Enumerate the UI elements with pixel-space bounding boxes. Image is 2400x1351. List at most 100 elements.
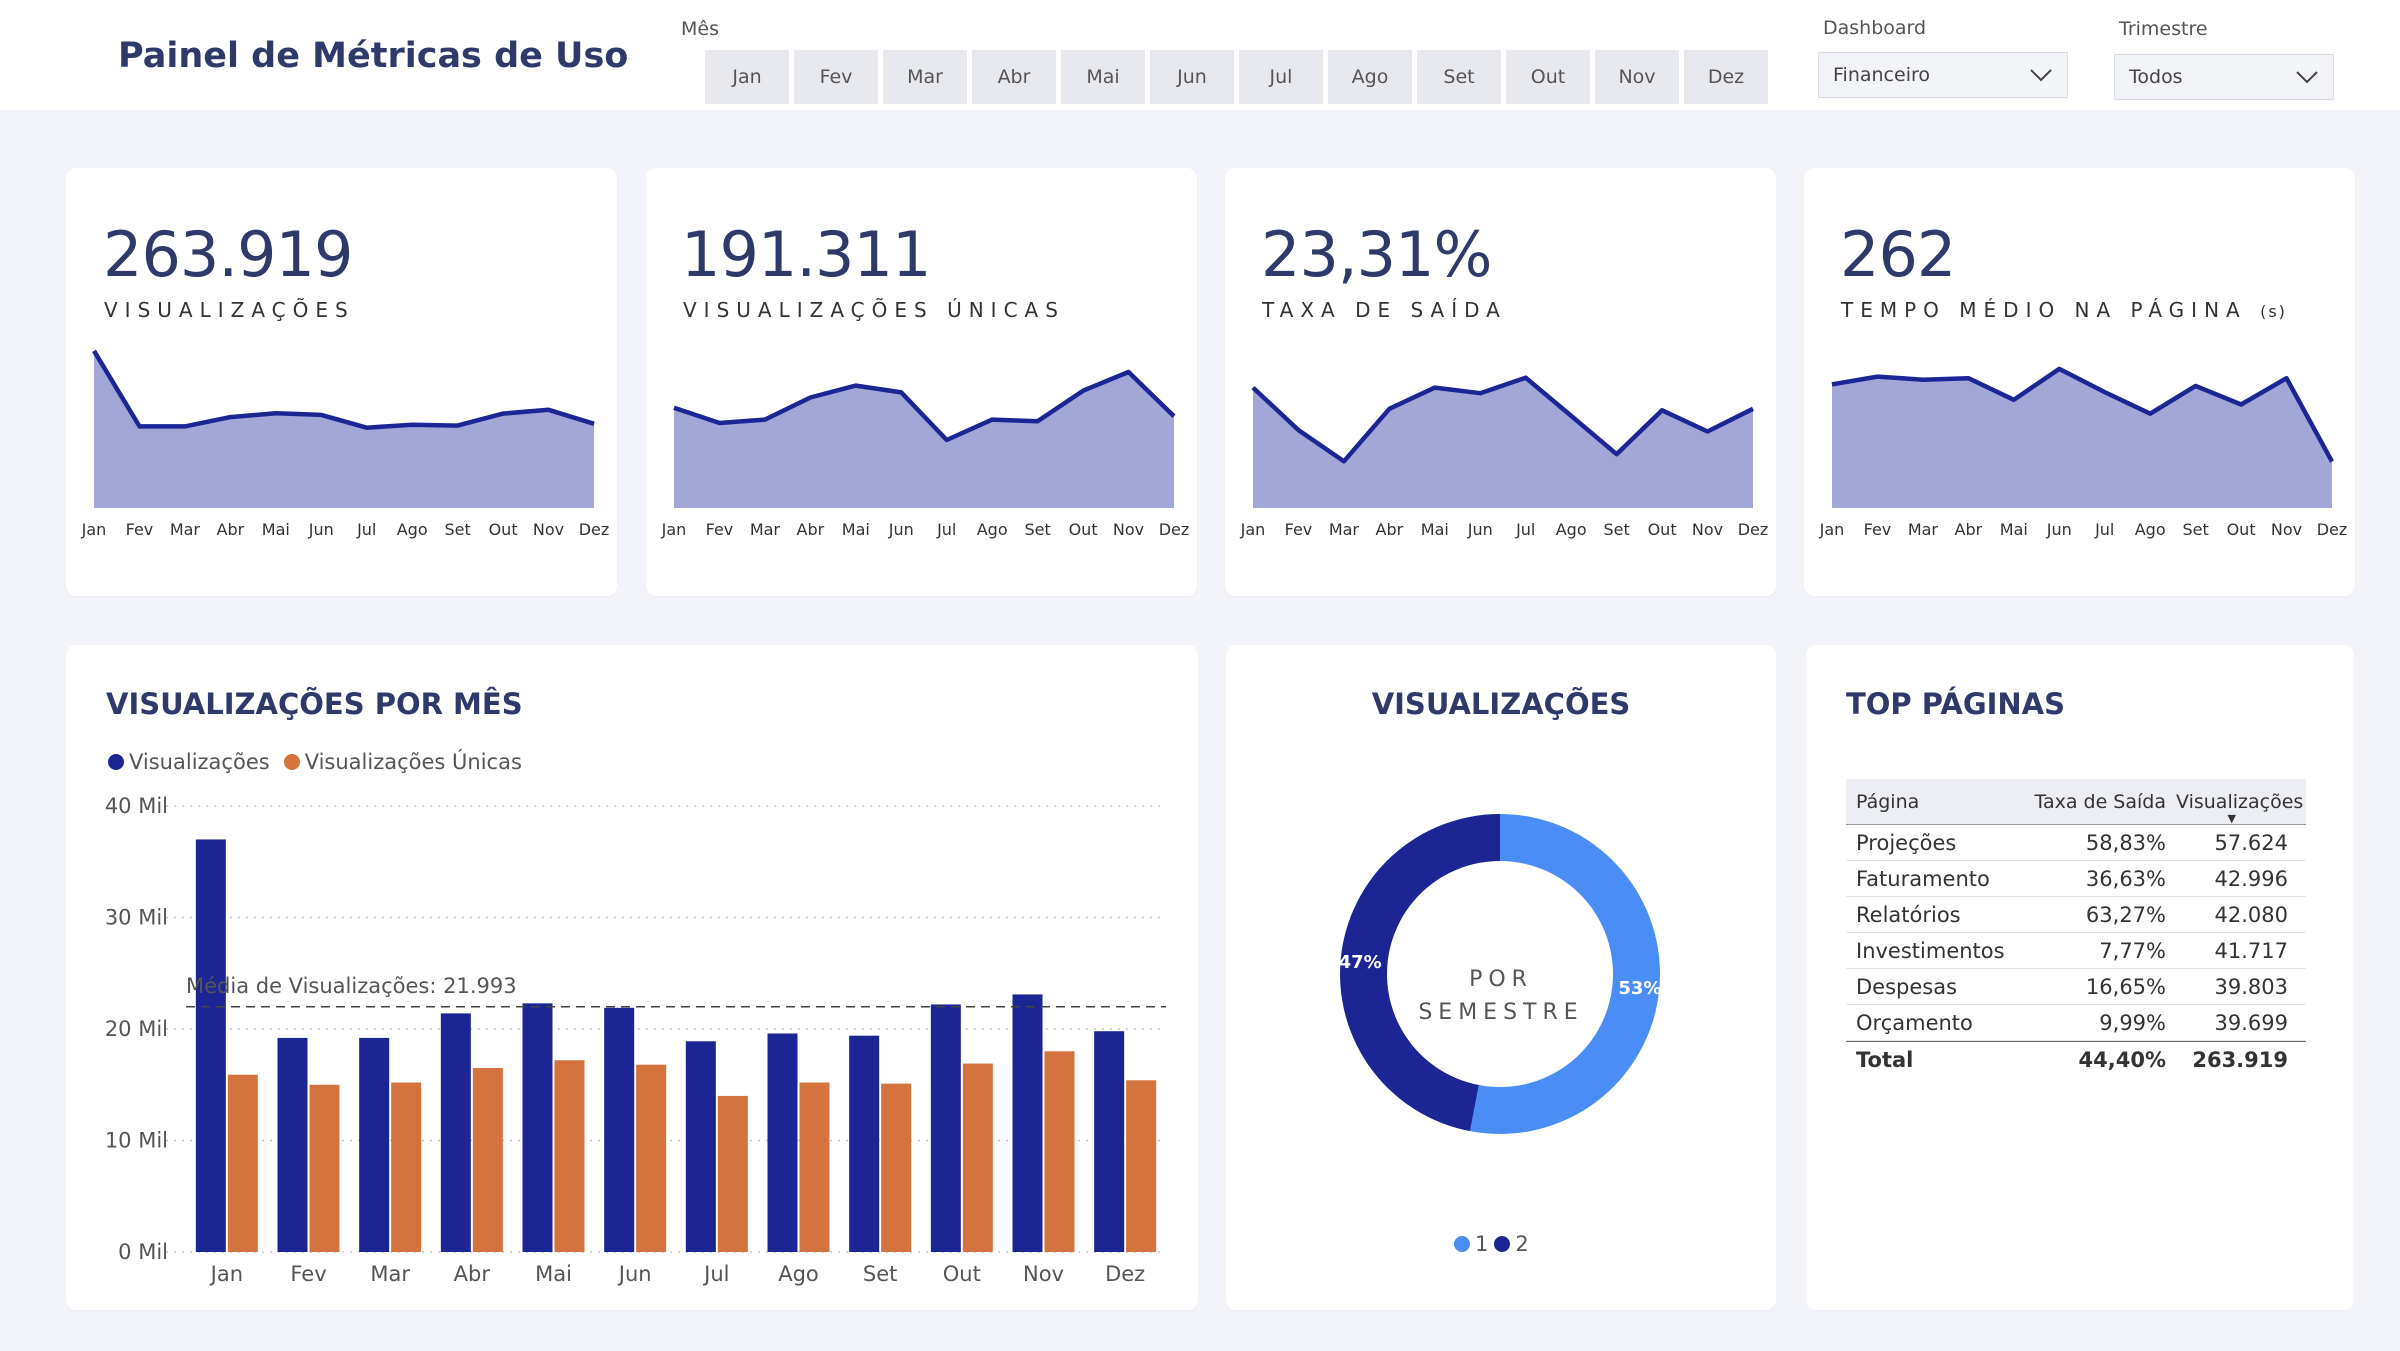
sparkline-tick-label: Set (1603, 520, 1629, 539)
legend-item-semester-1[interactable]: 1 (1454, 1232, 1488, 1256)
month-button-set[interactable]: Set (1417, 50, 1501, 104)
top-pages-card[interactable]: TOP PÁGINAS Página Taxa de Saída Visuali… (1806, 645, 2354, 1310)
sparkline-tick-label: Out (1069, 520, 1098, 539)
x-tick-label: Nov (1023, 1262, 1064, 1286)
month-button-jun[interactable]: Jun (1150, 50, 1234, 104)
month-button-fev[interactable]: Fev (794, 50, 878, 104)
column-header-exit-rate[interactable]: Taxa de Saída (2034, 790, 2166, 813)
page-title: Painel de Métricas de Uso (118, 36, 629, 76)
table-cell: Relatórios (1856, 902, 1961, 927)
kpi-label: VISUALIZAÇÕES (104, 298, 355, 322)
x-tick-label: Out (943, 1262, 981, 1286)
legend-item-views[interactable]: Visualizações (108, 750, 270, 774)
month-button-dez[interactable]: Dez (1684, 50, 1768, 104)
bar (849, 1035, 880, 1252)
bar-chart-legend: Visualizações Visualizações Únicas (108, 750, 536, 774)
sparkline-tick-label: Fev (1864, 520, 1892, 539)
table-cell: Orçamento (1856, 1010, 1973, 1035)
bar (472, 1068, 503, 1252)
kpi-card-exit-rate[interactable]: 23,31% TAXA DE SAÍDA Jan Fev Mar Abr Mai Jun J… (1225, 168, 1776, 596)
sparkline-tick-label: Nov (1113, 520, 1144, 539)
kpi-label: VISUALIZAÇÕES ÚNICAS (683, 298, 1065, 322)
kpi-card-time-on-page[interactable]: 262 TEMPO MÉDIO NA PÁGINA (s) Jan Fev Mar A… (1804, 168, 2355, 596)
table-row[interactable]: Despesas 16,65% 39.803 (1846, 969, 2306, 1005)
bar (962, 1063, 993, 1252)
sparkline-tick-label: Ago (2135, 520, 2166, 539)
sparkline-tick-label: Dez (1159, 520, 1190, 539)
table-cell: 57.624 (2214, 830, 2288, 855)
dashboard-slicer-label: Dashboard (1823, 17, 1927, 39)
sparkline-tick-label: Fev (706, 520, 734, 539)
bar (930, 1004, 961, 1252)
sparkline-tick-label: Ago (397, 520, 428, 539)
donut-slice-label: 47% (1339, 952, 1382, 973)
bar (1012, 994, 1043, 1252)
table-row[interactable]: Relatórios 63,27% 42.080 (1846, 897, 2306, 933)
donut-chart-card[interactable]: VISUALIZAÇÕES 53% 47% POR SEMESTRE 1 2 (1226, 645, 1776, 1310)
chevron-down-icon (2296, 71, 2318, 84)
sparkline-tick-label: Ago (1556, 520, 1587, 539)
sparkline-tick-label: Nov (2271, 520, 2302, 539)
sparkline-area (94, 350, 594, 508)
total-views: 263.919 (2192, 1047, 2288, 1072)
top-bar: Painel de Métricas de Uso Mês Jan Fev Mar A… (0, 0, 2400, 110)
bar (277, 1037, 308, 1252)
bar-chart-card[interactable]: VISUALIZAÇÕES POR MÊS Visualizações Visu… (66, 645, 1198, 1310)
donut-chart: 53% 47% (1339, 814, 1661, 1134)
month-slicer-label: Mês (681, 18, 719, 40)
table-row[interactable]: Faturamento 36,63% 42.996 (1846, 861, 2306, 897)
month-button-mai[interactable]: Mai (1061, 50, 1145, 104)
kpi-card-unique-views[interactable]: 191.311 VISUALIZAÇÕES ÚNICAS Jan Fev Mar Ab… (646, 168, 1197, 596)
y-tick-label: 40 Mil (105, 794, 168, 818)
sparkline-tick-label: Jul (1515, 520, 1535, 539)
x-tick-label: Mai (535, 1262, 572, 1286)
month-button-out[interactable]: Out (1506, 50, 1590, 104)
sparkline-line (92, 349, 595, 430)
top-pages-table: Página Taxa de Saída Visualizações ▼ Proj… (1846, 779, 2306, 1077)
month-button-jul[interactable]: Jul (1239, 50, 1323, 104)
sparkline-tick-label: Fev (1285, 520, 1313, 539)
month-button-ago[interactable]: Ago (1328, 50, 1412, 104)
legend-item-semester-2[interactable]: 2 (1494, 1232, 1529, 1256)
table-row[interactable]: Investimentos 7,77% 41.717 (1846, 933, 2306, 969)
x-tick-label: Jun (617, 1262, 652, 1286)
table-cell: 42.996 (2214, 866, 2288, 891)
quarter-slicer-label: Trimestre (2119, 18, 2208, 40)
bar (522, 1003, 553, 1252)
sparkline-tick-label: Dez (579, 520, 610, 539)
month-button-jan[interactable]: Jan (705, 50, 789, 104)
sparkline-tick-label: Nov (533, 520, 564, 539)
kpi-card-views[interactable]: 263.919 VISUALIZAÇÕES Jan Fev Mar Abr Mai Jun… (66, 168, 617, 596)
bar (359, 1037, 390, 1252)
month-button-abr[interactable]: Abr (972, 50, 1056, 104)
sparkline-tick-label: Ago (977, 520, 1008, 539)
sparkline-area (1253, 377, 1753, 508)
legend-item-unique-views[interactable]: Visualizações Únicas (283, 750, 522, 774)
dashboard-dropdown[interactable]: Financeiro (1818, 52, 2068, 98)
column-header-views[interactable]: Visualizações ▼ (2176, 790, 2304, 825)
legend-dot (108, 754, 124, 770)
bar (717, 1095, 748, 1252)
month-button-nov[interactable]: Nov (1595, 50, 1679, 104)
bar (881, 1083, 912, 1252)
table-cell: 16,65% (2085, 974, 2166, 999)
table-row[interactable]: Projeções 58,83% 57.624 (1846, 825, 2306, 861)
sparkline-tick-label: Jun (888, 520, 914, 539)
sparkline-tick-label: Jul (2094, 520, 2114, 539)
column-header-page[interactable]: Página (1856, 790, 1920, 813)
month-button-mar[interactable]: Mar (883, 50, 967, 104)
table-cell: 39.699 (2214, 1010, 2288, 1035)
sparkline-tick-label: Jun (308, 520, 334, 539)
kpi-value: 262 (1840, 218, 1956, 291)
sparkline-tick-label: Mai (2000, 520, 2028, 539)
sparkline-tick-label: Jan (1240, 520, 1266, 539)
quarter-dropdown[interactable]: Todos (2114, 54, 2334, 100)
chevron-down-icon (2030, 69, 2052, 82)
sparkline-tick-label: Abr (217, 520, 245, 539)
legend-dot (1494, 1236, 1511, 1252)
sparkline-chart: Jan Fev Mar Abr Mai Jun Jul Ago Set Out Nov Dez (1819, 366, 2347, 539)
bar (1094, 1031, 1125, 1252)
x-tick-label: Jul (702, 1262, 729, 1286)
table-row[interactable]: Orçamento 9,99% 39.699 (1846, 1005, 2306, 1041)
kpi-label: TEMPO MÉDIO NA PÁGINA (s) (1841, 298, 2287, 322)
